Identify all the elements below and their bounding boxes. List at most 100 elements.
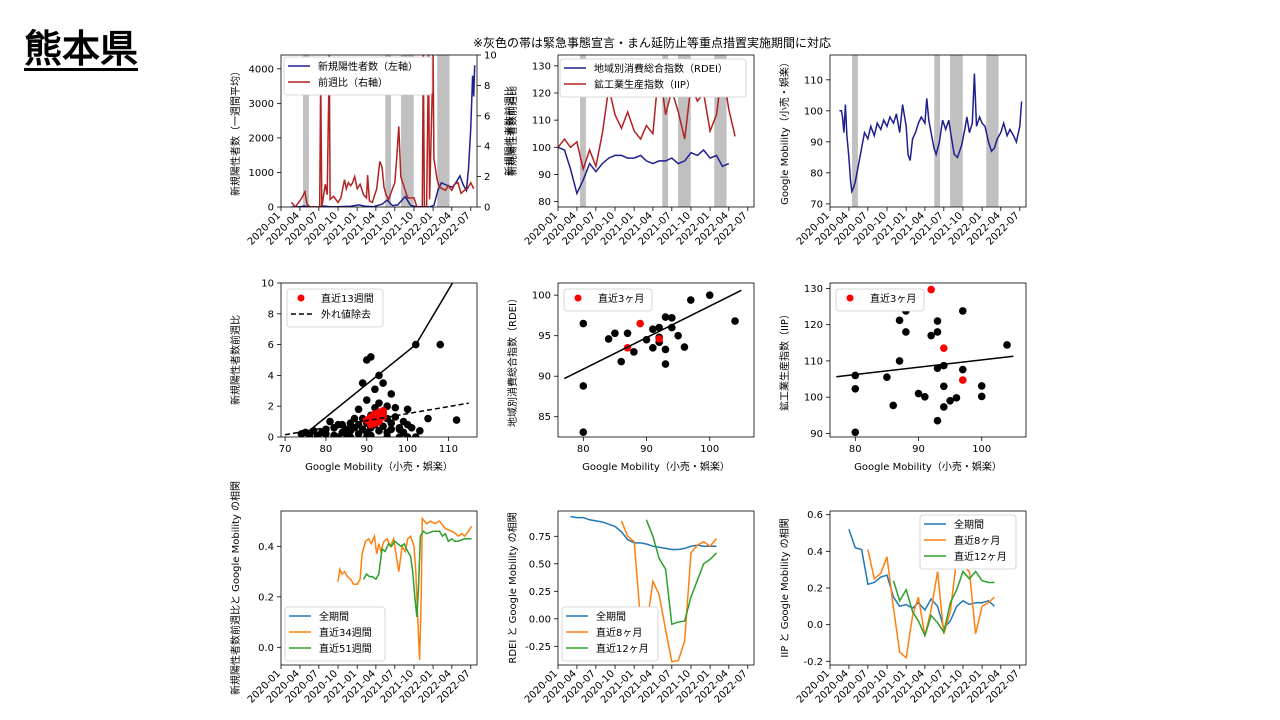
scatter-point-recent bbox=[375, 417, 383, 426]
scatter-point bbox=[686, 296, 695, 304]
y-tick-label: 0.2 bbox=[258, 592, 274, 603]
series-line-0 bbox=[570, 515, 717, 551]
series-line-0 bbox=[839, 73, 1023, 195]
scatter-point bbox=[387, 390, 396, 398]
axes-frame bbox=[557, 54, 755, 208]
x-tick-label: 100 bbox=[398, 444, 417, 455]
series-line-0 bbox=[291, 65, 476, 207]
y-tick-label: 100 bbox=[804, 106, 823, 117]
scatter-point bbox=[649, 325, 657, 334]
legend-marker bbox=[297, 294, 305, 302]
chart-p4: 70 80 90 100 110 0 2 4 6 8 10 新規陽性者数前週比 Google Mobil… bbox=[229, 279, 478, 473]
scatter-point bbox=[391, 413, 400, 421]
x-axis-label: Google Mobility（小売・娯楽） bbox=[582, 460, 730, 473]
emergency-band bbox=[852, 55, 858, 207]
scatter-point bbox=[379, 379, 387, 387]
scatter-point bbox=[921, 392, 929, 401]
y-tick-label: -0.2 bbox=[803, 657, 823, 668]
y-tick-label: 130 bbox=[532, 61, 551, 72]
y-axis-label: 新規陽性者数前週比 bbox=[229, 315, 242, 405]
y-tick-label: 0.25 bbox=[529, 587, 551, 598]
plot-area bbox=[836, 285, 1014, 437]
x-tick-label: 80 bbox=[577, 444, 590, 455]
y-tick-label: 0.6 bbox=[807, 510, 823, 521]
scatter-point bbox=[350, 414, 359, 423]
series-line-1 bbox=[337, 516, 473, 661]
scatter-point bbox=[933, 317, 942, 325]
scatter-point bbox=[933, 328, 942, 336]
scatter-point bbox=[326, 417, 334, 426]
series-line-1 bbox=[620, 520, 718, 663]
scatter-point bbox=[604, 335, 613, 343]
scatter-point bbox=[403, 433, 412, 437]
scatter-point-recent bbox=[958, 376, 967, 384]
scatter-point bbox=[731, 317, 739, 325]
scatter-point bbox=[424, 414, 432, 423]
legend-label: 直近8ヶ月 bbox=[954, 534, 1000, 547]
y-tick-label: 4000 bbox=[249, 64, 274, 75]
y-tick-label: 0 bbox=[268, 203, 274, 214]
scatter-point bbox=[322, 430, 330, 437]
scatter-point bbox=[387, 419, 396, 427]
chart-p3: 2020-012020-042020-072020-102021-012021-… bbox=[778, 54, 1027, 248]
y-tick-label: 8 bbox=[268, 309, 274, 320]
axes-frame bbox=[280, 510, 478, 666]
series-line-2 bbox=[645, 519, 718, 626]
scatter-point bbox=[674, 331, 682, 340]
y-tick-label: 100 bbox=[532, 291, 551, 302]
scatter-point-recent bbox=[927, 285, 935, 294]
y-tick-label: 2 bbox=[268, 402, 274, 413]
y-axis-label: 新規陽性者数前週比と Google Mobility の相関 bbox=[229, 481, 242, 695]
emergency-band bbox=[385, 55, 392, 207]
scatter-point bbox=[977, 382, 986, 390]
legend-label: 前週比（右軸） bbox=[318, 76, 388, 89]
x-axis-label: Google Mobility（小売・娯楽） bbox=[854, 460, 1002, 473]
scatter-point bbox=[579, 382, 588, 390]
y-tick-label: 85 bbox=[538, 412, 551, 423]
legend-label: 直近13週間 bbox=[321, 292, 374, 305]
scatter-point bbox=[851, 428, 860, 437]
scatter-point bbox=[367, 353, 375, 361]
series-line-1 bbox=[558, 65, 736, 172]
scatter-point bbox=[579, 319, 588, 328]
scatter-point bbox=[611, 329, 619, 338]
legend-label: 直近8ヶ月 bbox=[596, 626, 642, 639]
scatter-point bbox=[883, 373, 891, 382]
y-tick-label: 100 bbox=[804, 393, 823, 404]
scatter-point bbox=[579, 428, 588, 436]
emergency-band bbox=[437, 55, 450, 207]
series-line-1 bbox=[867, 549, 995, 660]
x-axis-label: Google Mobility（小売・娯楽） bbox=[305, 460, 453, 473]
scatter-point bbox=[661, 345, 670, 354]
fit-line bbox=[836, 355, 1014, 378]
scatter-point bbox=[661, 360, 670, 368]
legend-label: 地域別消費総合指数（RDEI） bbox=[594, 62, 728, 75]
y-tick-label: 95 bbox=[538, 331, 551, 342]
emergency-band bbox=[986, 55, 999, 207]
axes-frame bbox=[829, 282, 1027, 438]
axes-frame bbox=[557, 510, 755, 666]
x-tick-label: 90 bbox=[640, 444, 653, 455]
y-tick-label: 110 bbox=[804, 75, 823, 86]
scatter-point bbox=[313, 433, 322, 437]
y2-tick-label: 4 bbox=[484, 142, 490, 153]
scatter-point bbox=[452, 416, 461, 424]
axes-frame bbox=[280, 282, 478, 438]
scatter-point bbox=[958, 307, 967, 315]
legend-box bbox=[283, 56, 433, 96]
y-tick-label: 0.0 bbox=[807, 620, 823, 631]
scatter-point bbox=[334, 433, 342, 437]
x-tick-label: 100 bbox=[700, 444, 719, 455]
scatter-point bbox=[851, 371, 860, 380]
scatter-point bbox=[655, 323, 663, 332]
chart-p5: 80 90 100 85 90 95 100 地域別消費総合指数（RDEI） Google Mo… bbox=[506, 282, 755, 473]
y-tick-label: 0.4 bbox=[258, 542, 274, 553]
y-axis-label: 地域別消費総合指数（RDEI） bbox=[506, 293, 519, 427]
plot-area bbox=[570, 515, 718, 663]
scatter-point bbox=[375, 399, 383, 407]
scatter-point bbox=[661, 313, 670, 321]
scatter-point-recent bbox=[940, 344, 948, 353]
scatter-point bbox=[407, 423, 416, 432]
x-tick-label: 100 bbox=[972, 444, 991, 455]
scatter-point bbox=[977, 392, 986, 401]
